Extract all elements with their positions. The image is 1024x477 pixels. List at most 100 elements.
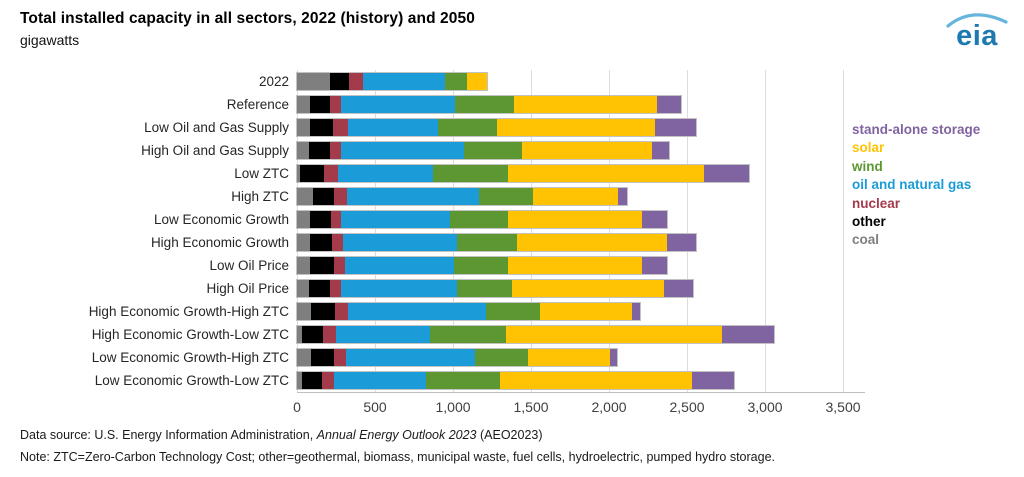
bar-segment-other: [310, 257, 334, 274]
bar-segment-oil-and-natural-gas: [340, 280, 457, 297]
bar-segment-nuclear: [335, 303, 348, 320]
bar-segment-stand-alone-storage: [704, 165, 749, 182]
bar-segment-wind: [455, 96, 514, 113]
bar-segment-solar: [516, 234, 668, 251]
title-block: Total installed capacity in all sectors,…: [20, 10, 475, 56]
bar-segment-coal: [297, 96, 311, 113]
bar-segment-oil-and-natural-gas: [348, 119, 439, 136]
bar-segment-nuclear: [321, 372, 334, 389]
bar-segment-stand-alone-storage: [722, 326, 775, 343]
bar-segment-oil-and-natural-gas: [340, 211, 450, 228]
bar-segment-coal: [297, 349, 312, 366]
bar-segment-wind: [456, 280, 513, 297]
bar-segment-stand-alone-storage: [642, 257, 668, 274]
eia-logo-text: eia: [956, 20, 998, 52]
chart-rows: 2022 Reference Low Oil and Gas Supply High …: [20, 70, 776, 392]
bar-segment-coal: [297, 372, 302, 389]
stacked-bar: [296, 348, 618, 367]
bar-segment-solar: [467, 73, 487, 90]
bar-segment-nuclear: [329, 280, 341, 297]
gridline: [531, 70, 532, 392]
bar-segment-other: [310, 234, 333, 251]
bar-segment-coal: [297, 211, 311, 228]
stacked-bar: [295, 279, 695, 298]
bar-segment-coal: [297, 142, 310, 159]
category-label: High Oil Price: [206, 281, 289, 296]
bar-row: Low Economic Growth-Low ZTC: [20, 369, 774, 392]
bar-segment-nuclear: [323, 165, 339, 182]
bar-segment-coal: [297, 326, 302, 343]
bar-segment-wind: [425, 372, 500, 389]
bar-segment-solar: [527, 349, 610, 366]
legend: stand-alone storage solar wind oil and natu…: [852, 121, 980, 250]
eia-logo-swoosh-icon: [946, 13, 1008, 28]
bar-segment-wind: [474, 349, 528, 366]
legend-item-coal: coal: [852, 232, 880, 248]
bar-segment-stand-alone-storage: [641, 211, 667, 228]
bar-segment-wind: [453, 257, 509, 274]
bar-segment-solar: [506, 326, 723, 343]
bar-segment-coal: [297, 165, 301, 182]
stacked-bar: [295, 302, 642, 321]
bar-segment-stand-alone-storage: [691, 372, 734, 389]
bar-segment-nuclear: [333, 349, 347, 366]
bar-segment-nuclear: [329, 142, 341, 159]
category-label: Low Oil Price: [209, 258, 289, 273]
stacked-bar: [296, 72, 488, 91]
bar-row: High Economic Growth-High ZTC: [20, 300, 774, 323]
category-label: Low ZTC: [234, 166, 289, 181]
bar-segment-solar: [521, 142, 652, 159]
data-source-suffix: (AEO2023): [476, 428, 543, 442]
category-label: Low Economic Growth-Low ZTC: [94, 373, 289, 388]
bar-row: Low Oil Price: [20, 254, 774, 277]
bar-segment-other: [329, 73, 350, 90]
bar-segment-coal: [297, 234, 311, 251]
bar-segment-oil-and-natural-gas: [335, 326, 431, 343]
bar-segment-solar: [512, 280, 664, 297]
bar-segment-other: [311, 349, 334, 366]
bar-segment-wind: [438, 119, 498, 136]
gridline: [297, 70, 298, 392]
bar-segment-stand-alone-storage: [654, 119, 696, 136]
bar-segment-wind: [479, 188, 534, 205]
x-tick-label: 3,000: [747, 399, 783, 415]
legend-item-other: other: [852, 214, 886, 230]
bar-segment-other: [310, 119, 333, 136]
bar-row: 2022: [20, 70, 774, 93]
bar-segment-wind: [456, 234, 517, 251]
bar-segment-coal: [297, 280, 310, 297]
bar-segment-oil-and-natural-gas: [362, 73, 446, 90]
bar-segment-oil-and-natural-gas: [342, 234, 457, 251]
category-label: 2022: [258, 74, 289, 89]
bar-row: High Oil Price: [20, 277, 774, 300]
bar-segment-nuclear: [332, 119, 349, 136]
gridline: [375, 70, 376, 392]
bar-segment-solar: [539, 303, 632, 320]
bar-segment-solar: [533, 188, 618, 205]
bar-segment-solar: [508, 211, 642, 228]
bar-segment-coal: [297, 303, 312, 320]
bar-segment-oil-and-natural-gas: [341, 96, 456, 113]
bar-segment-oil-and-natural-gas: [346, 188, 480, 205]
legend-item-oil-and-natural-gas: oil and natural gas: [852, 177, 972, 193]
bar-segment-wind: [430, 326, 506, 343]
legend-item-solar: solar: [852, 140, 885, 156]
bar-segment-nuclear: [332, 234, 343, 251]
stacked-bar: [296, 233, 697, 252]
x-tick-label: 500: [363, 399, 387, 415]
bar-segment-wind: [445, 73, 467, 90]
bar-segment-other: [312, 188, 335, 205]
data-source-note: Data source: U.S. Energy Information Adm…: [20, 428, 775, 442]
stacked-bar: [296, 187, 628, 206]
stacked-bar: [296, 371, 735, 390]
stacked-bar: [296, 164, 750, 183]
bar-row: High Oil and Gas Supply: [20, 139, 774, 162]
plot-area: [297, 70, 865, 392]
ztc-note: Note: ZTC=Zero-Carbon Technology Cost; o…: [20, 450, 775, 464]
bar-segment-other: [301, 372, 322, 389]
x-tick-label: 3,500: [825, 399, 861, 415]
bar-segment-stand-alone-storage: [667, 234, 696, 251]
bar-row: Low Economic Growth-High ZTC: [20, 346, 774, 369]
footer: Data source: U.S. Energy Information Adm…: [20, 428, 775, 472]
stacked-bar: [296, 95, 682, 114]
